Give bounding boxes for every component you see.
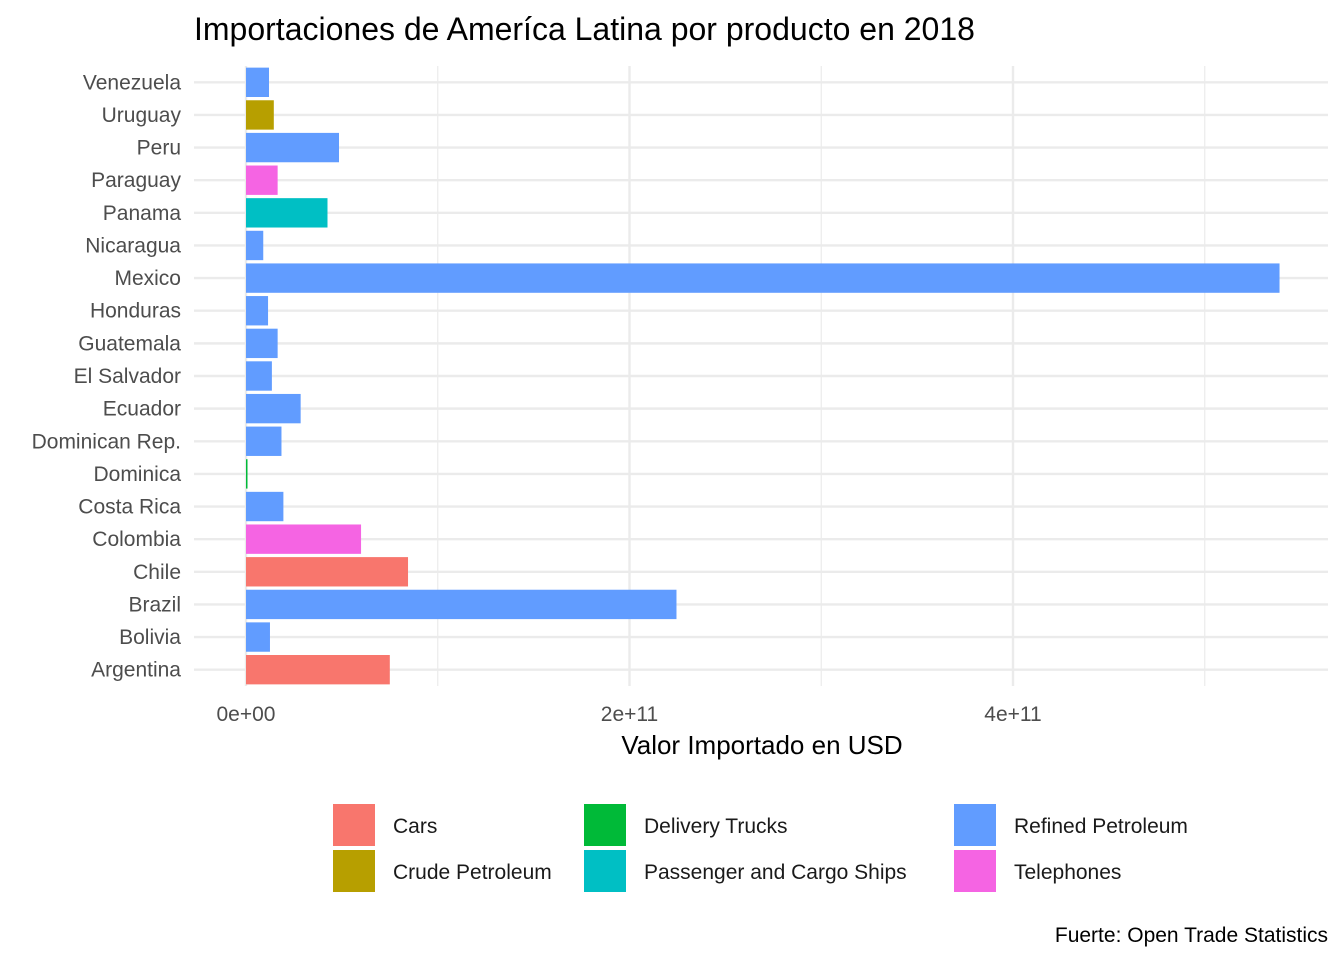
legend-swatch [333, 804, 375, 846]
bar-costa-rica [246, 491, 284, 522]
legend-item: Refined Petroleum [954, 804, 1188, 846]
bar-chile [246, 557, 409, 587]
legend-label: Refined Petroleum [1014, 815, 1188, 838]
bar-ecuador [246, 393, 301, 424]
bar-nicaragua [246, 230, 264, 261]
bar-brazil [246, 589, 677, 620]
y-tick-label: Paraguay [91, 169, 181, 192]
y-tick-label: Venezuela [83, 71, 181, 94]
y-axis-ticks: Venezuela Uruguay Peru Paraguay Panama Nicara… [32, 71, 182, 681]
y-tick-label: Brazil [128, 593, 181, 616]
y-tick-label: Nicaragua [85, 234, 181, 257]
bar-peru [246, 132, 339, 163]
y-tick-label: Ecuador [103, 398, 181, 421]
bar-argentina [246, 655, 390, 685]
bar-guatemala [246, 328, 278, 359]
bar-uruguay [246, 100, 274, 130]
y-tick-label: Peru [137, 137, 181, 160]
bar-colombia [246, 524, 362, 554]
bar-panama [246, 198, 328, 228]
legend: Cars Crude Petroleum Delivery Trucks Passen… [333, 804, 1188, 892]
legend-label: Passenger and Cargo Ships [644, 861, 907, 884]
y-tick-label: Guatemala [78, 332, 181, 355]
bar-venezuela [246, 67, 270, 97]
bars [246, 67, 1280, 685]
bar-bolivia [246, 622, 270, 652]
y-tick-label: Costa Rica [78, 496, 181, 519]
y-tick-label: Uruguay [102, 104, 182, 127]
legend-item: Telephones [954, 850, 1121, 892]
x-tick-label: 2e+11 [601, 703, 658, 726]
chart-caption: Fuerte: Open Trade Statistics [1055, 924, 1328, 947]
y-tick-label: Dominican Rep. [32, 430, 181, 453]
legend-swatch [954, 804, 996, 846]
chart-title: Importaciones de Ameríca Latina por prod… [194, 11, 975, 47]
x-axis-ticks: 0e+00 2e+11 4e+11 [217, 703, 1042, 726]
legend-item: Delivery Trucks [584, 804, 788, 846]
y-tick-label: Colombia [92, 528, 181, 551]
y-tick-label: El Salvador [74, 365, 181, 388]
legend-swatch [954, 850, 996, 892]
bar-dominica [246, 459, 248, 489]
y-tick-label: Argentina [91, 659, 181, 682]
x-tick-label: 0e+00 [217, 703, 276, 726]
legend-swatch [584, 804, 626, 846]
bar-mexico [246, 263, 1280, 293]
y-tick-label: Bolivia [119, 626, 181, 649]
legend-item: Passenger and Cargo Ships [584, 850, 907, 892]
legend-swatch [584, 850, 626, 892]
legend-label: Telephones [1014, 861, 1121, 884]
bar-el-salvador [246, 361, 272, 391]
legend-item: Cars [333, 804, 437, 846]
legend-item: Crude Petroleum [333, 850, 552, 892]
x-axis-label: Valor Importado en USD [621, 730, 902, 760]
bar-honduras [246, 296, 269, 326]
y-tick-label: Chile [133, 561, 181, 584]
bar-dominican-rep- [246, 426, 282, 456]
bar-paraguay [246, 165, 278, 195]
x-tick-label: 4e+11 [984, 703, 1041, 726]
legend-label: Delivery Trucks [644, 815, 788, 838]
y-tick-label: Mexico [114, 267, 181, 290]
y-tick-label: Panama [103, 202, 182, 225]
legend-label: Crude Petroleum [393, 861, 552, 884]
y-tick-label: Honduras [90, 300, 181, 323]
y-tick-label: Dominica [93, 463, 181, 486]
legend-label: Cars [393, 815, 437, 838]
legend-swatch [333, 850, 375, 892]
